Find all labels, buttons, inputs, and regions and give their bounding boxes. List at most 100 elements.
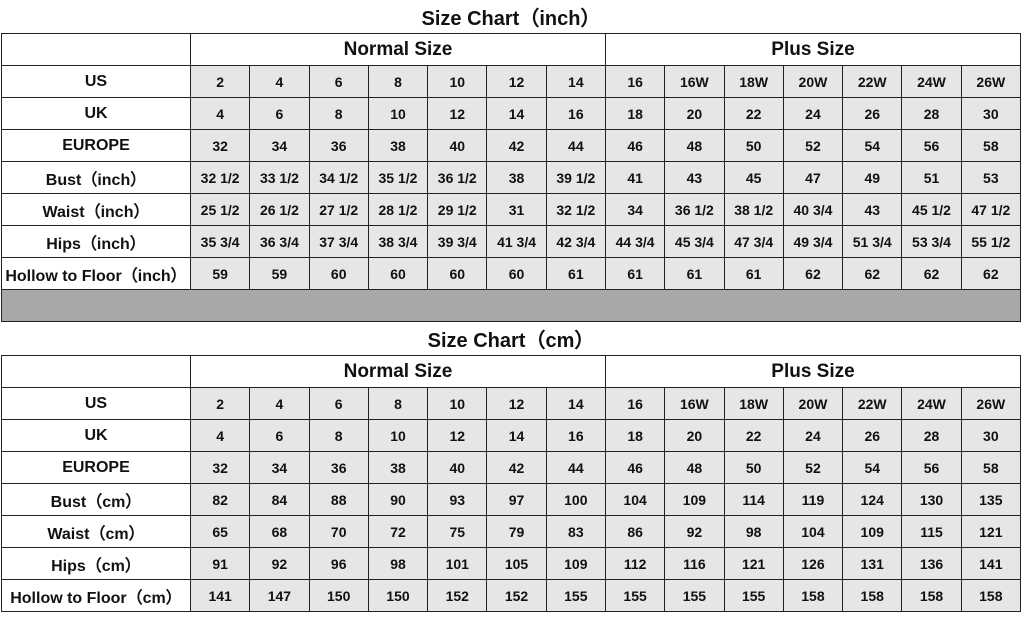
size-cell: 47 3/4 xyxy=(723,225,784,258)
size-cell: 42 xyxy=(486,129,547,162)
size-cell: 2 xyxy=(189,387,251,420)
size-cell: 31 xyxy=(486,193,547,226)
size-cell: 155 xyxy=(604,579,666,612)
size-cell: 43 xyxy=(842,193,903,226)
size-cell: 26 xyxy=(842,419,903,452)
row-label: Hips（cm） xyxy=(1,547,191,580)
size-cell: 56 xyxy=(901,129,962,162)
size-cell: 141 xyxy=(189,579,251,612)
size-cell: 8 xyxy=(308,419,369,452)
size-cell: 34 xyxy=(249,129,310,162)
row-label: Bust（cm） xyxy=(1,483,191,516)
size-cell: 36 xyxy=(308,129,369,162)
size-cell: 155 xyxy=(664,579,725,612)
size-cell: 40 xyxy=(427,451,488,484)
size-cell: 38 xyxy=(367,451,429,484)
size-cell: 44 xyxy=(545,451,606,484)
group-plus-size: Plus Size xyxy=(604,355,1022,388)
size-cell: 93 xyxy=(427,483,488,516)
size-cell: 40 xyxy=(427,129,488,162)
size-cell: 116 xyxy=(664,547,725,580)
size-cell: 58 xyxy=(960,129,1022,162)
size-cell: 26W xyxy=(960,65,1022,98)
size-cell: 12 xyxy=(427,97,488,130)
size-cell: 109 xyxy=(842,515,903,548)
size-cell: 46 xyxy=(604,129,666,162)
size-cell: 150 xyxy=(308,579,369,612)
size-cell: 114 xyxy=(723,483,784,516)
size-cell: 158 xyxy=(901,579,962,612)
size-cell: 61 xyxy=(545,257,606,290)
title-row: Size Chart（cm） xyxy=(1,321,1021,356)
size-cell: 54 xyxy=(842,451,903,484)
size-cell: 112 xyxy=(604,547,666,580)
corner-cell xyxy=(1,355,191,388)
row-label: Hollow to Floor（inch） xyxy=(1,257,191,290)
size-cell: 45 1/2 xyxy=(901,193,962,226)
size-cell: 97 xyxy=(486,483,547,516)
group-normal-size: Normal Size xyxy=(190,355,606,388)
size-cell: 48 xyxy=(664,129,725,162)
table-row: Bust（inch） 32 1/2 33 1/2 34 1/2 35 1/2 36 1/2… xyxy=(1,161,1022,194)
size-cell: 34 xyxy=(249,451,310,484)
size-cell: 35 1/2 xyxy=(367,161,429,194)
size-cell: 36 3/4 xyxy=(249,225,310,258)
size-cell: 42 3/4 xyxy=(545,225,606,258)
size-cell: 24W xyxy=(901,387,962,420)
size-cell: 48 xyxy=(664,451,725,484)
table-title: Size Chart（cm） xyxy=(1,321,1021,356)
corner-cell xyxy=(1,33,191,66)
group-plus-size: Plus Size xyxy=(604,33,1022,66)
size-cell: 49 xyxy=(842,161,903,194)
table-row: US 2 4 6 8 10 12 14 16 16W 18W 20W 22W 24W 26W xyxy=(1,387,1022,420)
size-cell: 38 3/4 xyxy=(367,225,429,258)
size-cell: 45 3/4 xyxy=(664,225,725,258)
size-cell: 92 xyxy=(249,547,310,580)
size-cell: 38 xyxy=(486,161,547,194)
size-cell: 59 xyxy=(189,257,251,290)
size-cell: 62 xyxy=(901,257,962,290)
size-cell: 18W xyxy=(723,65,784,98)
size-cell: 22W xyxy=(842,65,903,98)
row-label: UK xyxy=(1,97,191,130)
size-cell: 152 xyxy=(427,579,488,612)
size-cell: 109 xyxy=(664,483,725,516)
size-cell: 32 xyxy=(189,129,251,162)
table-title: Size Chart（inch） xyxy=(1,0,1021,34)
size-cell: 136 xyxy=(901,547,962,580)
size-cell: 37 3/4 xyxy=(308,225,369,258)
size-cell: 150 xyxy=(367,579,429,612)
size-cell: 62 xyxy=(782,257,844,290)
size-cell: 10 xyxy=(367,419,429,452)
size-cell: 20W xyxy=(782,387,844,420)
size-cell: 30 xyxy=(960,419,1022,452)
size-cell: 10 xyxy=(427,65,488,98)
size-cell: 58 xyxy=(960,451,1022,484)
size-cell: 27 1/2 xyxy=(308,193,369,226)
size-cell: 26 xyxy=(842,97,903,130)
size-cell: 20W xyxy=(782,65,844,98)
size-cell: 47 1/2 xyxy=(960,193,1022,226)
size-cell: 24 xyxy=(782,97,844,130)
size-cell: 104 xyxy=(604,483,666,516)
size-cell: 60 xyxy=(308,257,369,290)
size-cell: 115 xyxy=(901,515,962,548)
size-cell: 98 xyxy=(723,515,784,548)
table-row: EUROPE 32 34 36 38 40 42 44 46 48 50 52 54 56 58 xyxy=(1,129,1022,162)
size-cell: 4 xyxy=(189,97,251,130)
size-cell: 12 xyxy=(427,419,488,452)
size-cell: 49 3/4 xyxy=(782,225,844,258)
size-cell: 45 xyxy=(723,161,784,194)
size-cell: 105 xyxy=(486,547,547,580)
table-row: UK 4 6 8 10 12 14 16 18 20 22 24 26 28 30 xyxy=(1,97,1022,130)
size-cell: 52 xyxy=(782,451,844,484)
size-cell: 14 xyxy=(545,387,606,420)
size-cell: 43 xyxy=(664,161,725,194)
size-cell: 88 xyxy=(308,483,369,516)
size-cell: 109 xyxy=(545,547,606,580)
size-cell: 51 xyxy=(901,161,962,194)
size-cell: 121 xyxy=(960,515,1022,548)
size-cell: 61 xyxy=(723,257,784,290)
row-label: EUROPE xyxy=(1,129,191,162)
size-cell: 158 xyxy=(842,579,903,612)
